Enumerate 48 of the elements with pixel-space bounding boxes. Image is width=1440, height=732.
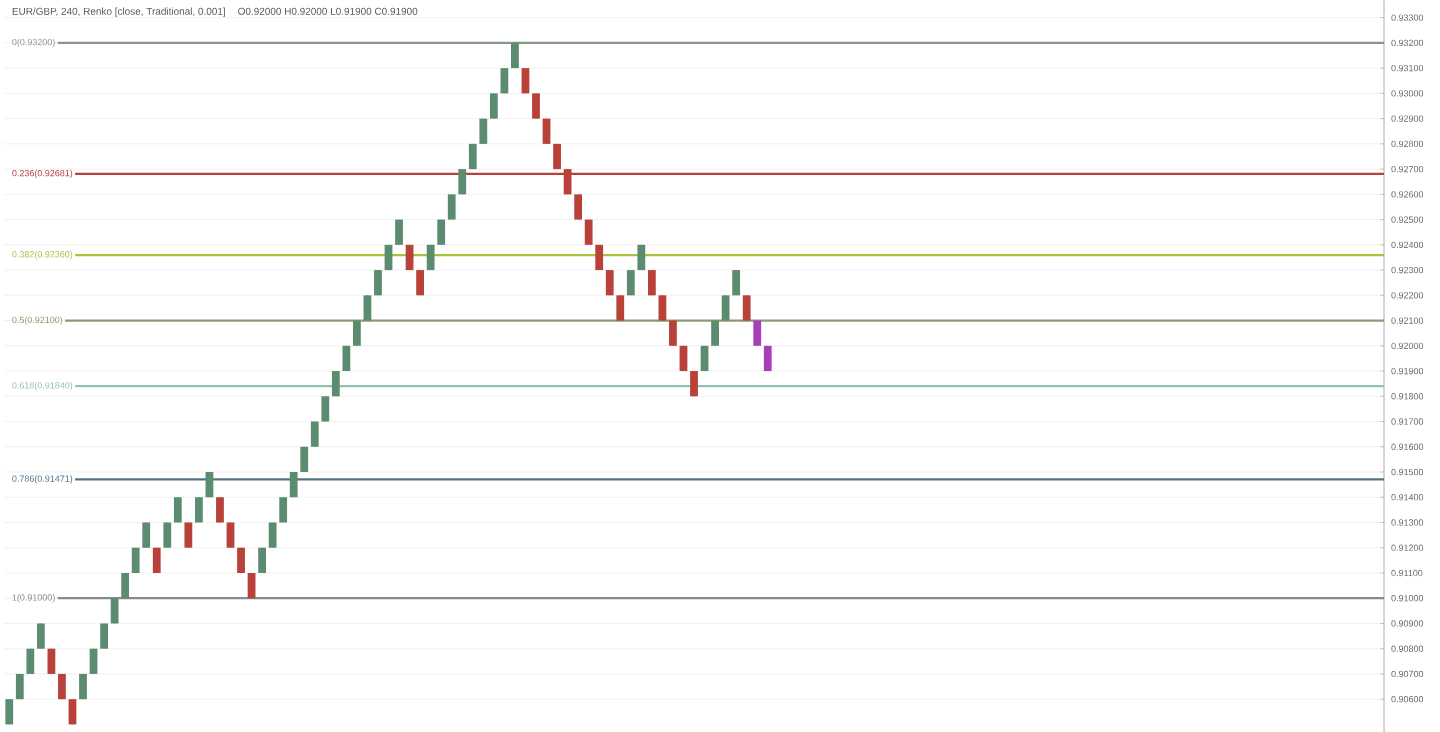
candlestick [321,395,330,422]
candlestick [447,193,456,220]
candlestick [753,320,762,347]
candlestick [173,496,182,523]
candlestick [279,496,288,523]
candlestick [194,496,203,523]
candlestick [331,370,340,397]
candlestick [363,294,372,321]
candlestick [258,547,266,574]
candlestick [690,370,698,397]
candlestick [310,421,319,448]
candlestick [5,698,14,725]
candlestick [721,294,730,321]
candlestick [36,623,45,650]
candlestick [100,623,108,650]
candlestick [658,294,667,321]
candlestick [458,168,467,195]
candlestick [184,522,193,549]
candlestick [605,269,614,296]
candlestick [584,219,593,246]
candlestick [732,269,741,296]
candlestick [395,219,403,246]
candlestick [742,294,751,321]
candlestick [711,320,719,347]
candlestick [142,522,151,549]
candlestick [131,547,140,574]
candlestick [500,67,509,94]
candlestick [416,269,425,296]
candlestick [532,92,540,120]
candlestick [437,219,446,246]
candlestick [479,118,488,145]
candlestick [616,294,625,321]
candlestick [626,269,635,296]
candlestick [110,597,119,624]
candlestick [289,471,298,498]
candlestick [152,547,161,574]
candlestick [216,496,224,523]
candlestick [26,648,35,675]
candlestick [374,269,382,296]
candlestick [489,92,498,120]
candlestick [226,522,235,549]
candlestick [268,522,277,549]
candlestick [574,193,583,220]
candlestick [353,320,361,347]
candlestick [647,269,656,296]
candlestick [237,547,245,574]
candlestick [669,320,677,347]
candlestick [163,522,172,549]
